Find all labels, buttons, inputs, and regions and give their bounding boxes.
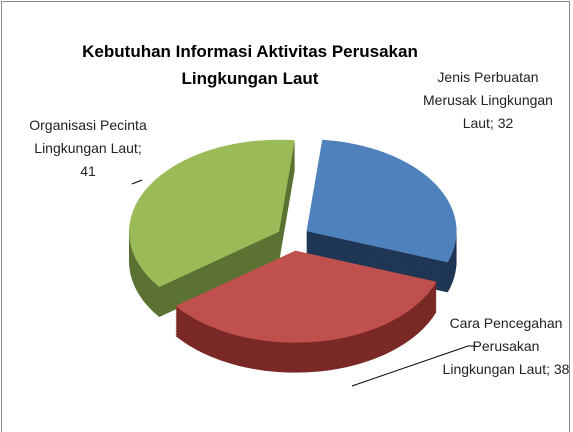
slice xyxy=(129,139,295,288)
chart-title: Kebutuhan Informasi Aktivitas Perusakan … xyxy=(82,42,418,88)
data-label: Jenis Perbuatan Merusak Lingkungan Laut;… xyxy=(423,69,553,131)
slice xyxy=(175,250,437,343)
slice xyxy=(306,139,457,263)
data-label: Organisasi Pecinta Lingkungan Laut; 41 xyxy=(29,117,147,179)
leader-line xyxy=(351,345,476,387)
data-label: Cara Pencegahan Perusakan Lingkungan Lau… xyxy=(442,315,570,377)
leader-line xyxy=(131,179,143,185)
